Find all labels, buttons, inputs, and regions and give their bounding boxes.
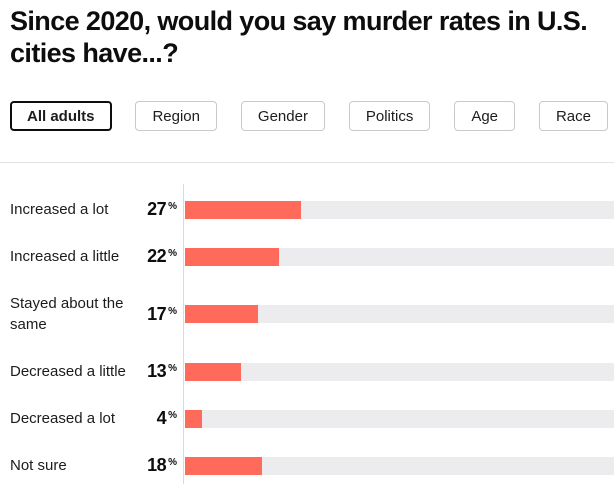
value-number: 22	[147, 246, 167, 266]
bar-track	[185, 305, 614, 323]
value-number: 13	[147, 361, 167, 381]
percent-sign: %	[168, 248, 177, 259]
divider	[0, 162, 614, 163]
value-label: 17%	[132, 304, 177, 325]
percent-sign: %	[168, 363, 177, 374]
chart-row: Decreased a lot 4%	[0, 408, 614, 429]
tab-all-adults[interactable]: All adults	[10, 101, 112, 131]
value-number: 18	[147, 455, 167, 475]
value-number: 4	[156, 408, 167, 428]
percent-sign: %	[168, 201, 177, 212]
bar-track	[185, 409, 614, 428]
bar-track	[185, 456, 614, 475]
bar	[185, 247, 280, 266]
bar-track	[185, 362, 614, 381]
tab-region[interactable]: Region	[135, 101, 217, 131]
category-label: Not sure	[10, 457, 67, 474]
tab-gender[interactable]: Gender	[240, 101, 325, 131]
chart-row: Decreased a little 13%	[0, 361, 614, 382]
poll-widget: Since 2020, would you say murder rates i…	[0, 5, 614, 484]
category-label: Increased a little	[10, 248, 120, 265]
axis-line	[183, 184, 184, 484]
bar	[185, 362, 241, 381]
value-label: 13%	[132, 361, 177, 382]
percent-sign: %	[168, 457, 177, 468]
bar	[185, 409, 203, 428]
value-number: 17	[147, 303, 167, 324]
page-title: Since 2020, would you say murder rates i…	[10, 6, 588, 68]
chart-rows: Increased a lot 27% Increased a little 22% S…	[0, 199, 614, 476]
bar-track	[185, 200, 614, 219]
chart-row: Increased a little 22%	[0, 246, 614, 267]
tab-age[interactable]: Age	[454, 101, 516, 131]
category-label: Increased a lot	[10, 201, 109, 218]
value-label: 4%	[132, 408, 177, 429]
value-label: 22%	[132, 246, 177, 267]
percent-sign: %	[168, 305, 177, 317]
bar	[185, 305, 258, 323]
tab-politics[interactable]: Politics	[348, 101, 431, 131]
tab-bar: All adults Region Gender Politics Age Race	[10, 101, 608, 131]
percent-sign: %	[168, 410, 177, 421]
chart-row: Stayed about the same 17%	[0, 293, 614, 335]
bar-chart: Increased a lot 27% Increased a little 22% S…	[0, 163, 614, 484]
tab-race[interactable]: Race	[538, 101, 608, 131]
value-label: 27%	[132, 199, 177, 220]
category-label: Stayed about the same	[10, 295, 124, 333]
chart-row: Not sure 18%	[0, 455, 614, 476]
category-label: Decreased a little	[10, 363, 126, 380]
value-number: 27	[147, 199, 167, 219]
chart-row: Increased a lot 27%	[0, 199, 614, 220]
bar-track	[185, 247, 614, 266]
value-label: 18%	[132, 455, 177, 476]
category-label: Decreased a lot	[10, 410, 116, 427]
bar	[185, 456, 263, 475]
bar	[185, 200, 301, 219]
